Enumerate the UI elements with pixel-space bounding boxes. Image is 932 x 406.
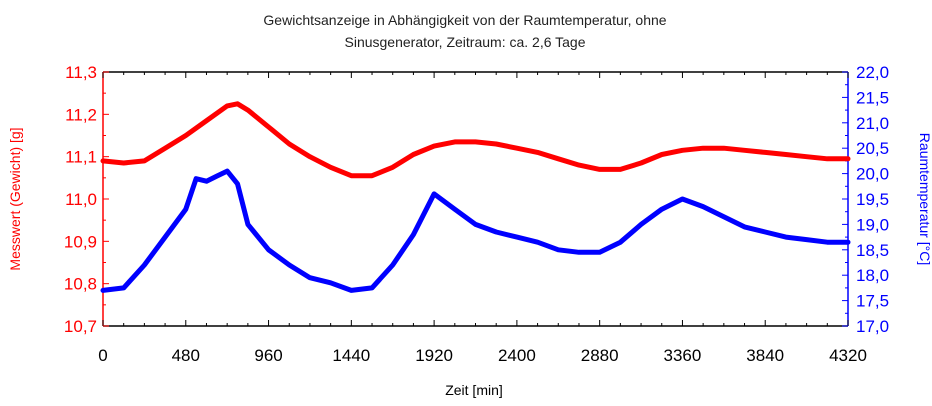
y-left-tick-label: 10,9 bbox=[64, 232, 97, 251]
x-tick-label: 2400 bbox=[498, 346, 536, 365]
y-right-tick-label: 19,5 bbox=[856, 190, 889, 209]
x-tick-label: 1440 bbox=[332, 346, 370, 365]
x-tick-label: 3360 bbox=[664, 346, 702, 365]
x-tick-label: 2880 bbox=[581, 346, 619, 365]
x-tick-label: 1920 bbox=[415, 346, 453, 365]
x-tick-label: 0 bbox=[98, 346, 107, 365]
y-left-tick-label: 11,1 bbox=[65, 148, 97, 167]
series-layer bbox=[100, 101, 851, 293]
y-right-tick-label: 21,5 bbox=[856, 88, 889, 107]
y-right-axis-label: Raumtemperatur [°C] bbox=[917, 133, 932, 265]
x-tick-label: 960 bbox=[254, 346, 282, 365]
y-left-tick-label: 11,3 bbox=[65, 63, 97, 82]
y-right-tick-label: 18,5 bbox=[856, 241, 889, 260]
y-left-tick-label: 11,2 bbox=[65, 105, 97, 124]
x-tick-label: 4320 bbox=[829, 346, 867, 365]
y-right-tick-label: 20,0 bbox=[856, 165, 889, 184]
axes-group: 0 480 960 1440 1920 2400 2880 3360 3840 4320 10,7 1… bbox=[64, 63, 889, 365]
y-left-tick-label: 10,7 bbox=[64, 317, 97, 336]
y-left-tick-label: 10,8 bbox=[64, 275, 97, 294]
y-right-tick-label: 22,0 bbox=[856, 63, 889, 82]
y-right-tick-label: 18,0 bbox=[856, 266, 889, 285]
weight-series-line bbox=[100, 101, 851, 179]
y-right-tick-label: 21,0 bbox=[856, 114, 889, 133]
x-tick-label: 480 bbox=[172, 346, 200, 365]
y-right-tick-label: 17,5 bbox=[856, 292, 889, 311]
y-left-axis-label: Messwert (Gewicht) [g] bbox=[7, 127, 23, 270]
chart-title-line1: Gewichtsanzeige in Abhängigkeit von der … bbox=[263, 12, 666, 28]
x-tick-label: 3840 bbox=[746, 346, 784, 365]
x-axis-label: Zeit [min] bbox=[445, 382, 503, 398]
y-left-tick-label: 11,0 bbox=[65, 190, 97, 209]
y-right-tick-label: 20,5 bbox=[856, 139, 889, 158]
chart-title-line2: Sinusgenerator, Zeitraum: ca. 2,6 Tage bbox=[345, 34, 586, 50]
y-right-tick-label: 17,0 bbox=[856, 317, 889, 336]
y-right-tick-label: 19,0 bbox=[856, 215, 889, 234]
temperature-series-line bbox=[100, 168, 851, 293]
